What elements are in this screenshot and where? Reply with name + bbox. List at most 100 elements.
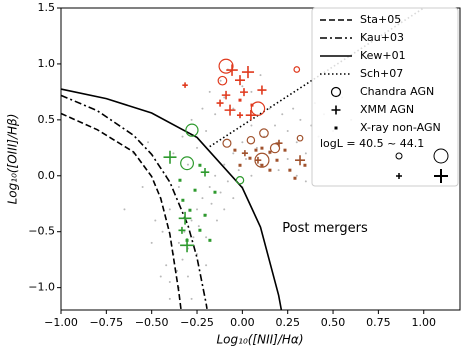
background-point <box>219 191 222 194</box>
non-agn <box>293 176 297 180</box>
xmm-agn <box>245 110 257 121</box>
legend-label: Chandra AGN <box>360 85 434 98</box>
background-point <box>250 124 253 127</box>
background-point <box>214 113 217 116</box>
background-point <box>181 258 184 261</box>
background-point <box>255 146 258 149</box>
legend-size-large <box>433 148 449 164</box>
background-point <box>181 135 184 138</box>
background-point <box>210 202 213 205</box>
xmm-agn <box>216 99 224 107</box>
background-point <box>159 275 162 278</box>
background-point <box>190 297 193 300</box>
background-point <box>244 158 247 160</box>
legend-label: XMM AGN <box>360 103 414 116</box>
chandra-agn <box>185 123 199 137</box>
xmm-agn <box>226 64 238 76</box>
non-agn <box>288 168 292 172</box>
background-point <box>208 90 211 93</box>
non-agn <box>188 208 192 212</box>
legend-label: Kau+03 <box>360 31 404 44</box>
xmm-agn <box>236 112 244 119</box>
background-point <box>201 107 204 110</box>
x-tick-label: −0.75 <box>89 316 123 329</box>
chandra-agn <box>293 66 301 73</box>
background-point <box>186 275 189 278</box>
chandra-agn <box>217 75 228 86</box>
background-point <box>183 230 186 233</box>
chandra-agn <box>222 138 232 148</box>
y-tick-label: 1.5 <box>38 1 56 14</box>
x-tick-label: 0.00 <box>230 316 255 329</box>
background-point <box>168 208 171 211</box>
non-agn <box>334 126 338 130</box>
background-point <box>281 113 284 116</box>
legend: Sta+05 Kau+03 Kew+01 Sch+07 Chandra AGN XMM A… <box>311 7 459 187</box>
xmm-agn <box>241 150 248 157</box>
background-point <box>259 74 262 77</box>
y-tick-label: 0.5 <box>38 113 56 126</box>
background-point <box>304 180 307 183</box>
non-agn <box>254 148 258 152</box>
background-point <box>186 163 189 166</box>
non-agn <box>238 163 242 167</box>
chandra-agn <box>250 101 266 116</box>
xmm-agn <box>241 66 255 79</box>
background-point <box>190 219 193 222</box>
background-point <box>295 141 298 144</box>
background-point <box>223 96 226 99</box>
background-point <box>147 141 150 144</box>
background-point <box>123 208 126 211</box>
background-point <box>226 180 229 183</box>
background-point <box>299 118 302 121</box>
non-agn <box>275 158 279 162</box>
non-agn <box>238 98 242 102</box>
background-point <box>241 85 244 88</box>
xmm-agn <box>275 139 283 147</box>
xmm-agn <box>235 75 246 86</box>
non-agn <box>181 198 185 202</box>
xmm-agn <box>178 226 186 234</box>
xmm-agn <box>331 105 341 115</box>
non-agn <box>250 103 254 107</box>
background-point <box>165 264 168 267</box>
legend-box <box>311 7 459 187</box>
non-agn <box>303 163 307 167</box>
background-point <box>277 169 280 172</box>
xmm-agn <box>178 211 192 225</box>
background-point <box>150 241 153 244</box>
xmm-agn <box>240 88 248 97</box>
background-point <box>274 124 277 127</box>
background-point <box>197 225 200 228</box>
x-tick-label: 0.25 <box>275 316 300 329</box>
background-point <box>286 158 289 160</box>
background-point <box>192 236 195 239</box>
y-axis-title: Log₁₀([OIII]/Hβ) <box>6 114 20 205</box>
chandra-agn <box>330 86 342 98</box>
x-tick-label: 0.50 <box>321 316 346 329</box>
background-point <box>205 236 208 239</box>
background-point <box>223 208 226 211</box>
non-agn <box>208 238 212 242</box>
non-agn <box>248 156 252 160</box>
background-point <box>205 264 208 267</box>
xmm-agn <box>200 167 210 177</box>
non-agn <box>233 148 237 152</box>
background-point <box>168 281 171 284</box>
plot-frame <box>60 7 461 311</box>
y-tick-label: 0.0 <box>38 169 56 182</box>
background-point <box>201 197 204 200</box>
background-point <box>232 197 235 200</box>
background-point <box>214 174 217 177</box>
background-point <box>241 141 244 144</box>
x-tick-label: −1.00 <box>44 316 78 329</box>
boundary-curve <box>60 88 283 311</box>
background-point <box>237 169 240 172</box>
legend-label: X-ray non-AGN <box>360 121 441 134</box>
legend-label: Sch+07 <box>360 67 403 80</box>
background-point <box>292 107 295 110</box>
chandra-agn <box>180 156 194 171</box>
x-tick-label: −0.25 <box>180 316 214 329</box>
non-agn <box>185 238 189 242</box>
background-point <box>223 163 226 166</box>
